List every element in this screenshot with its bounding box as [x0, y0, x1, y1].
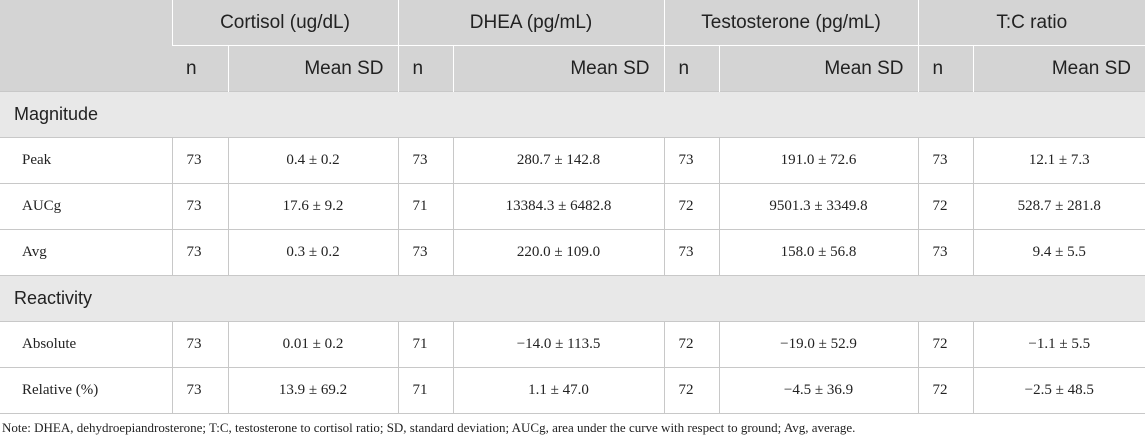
cell-mean-sd: −4.5 ± 36.9 [718, 367, 919, 414]
cell-n: 73 [663, 229, 720, 276]
section-row-reactivity: Reactivity [0, 275, 1145, 322]
cell-mean-sd: 0.4 ± 0.2 [227, 137, 399, 184]
cell-n: 73 [397, 229, 454, 276]
subheader-mean-sd: Mean SD [452, 45, 665, 92]
subheader-n: n [172, 45, 228, 92]
cell-n: 71 [397, 367, 454, 414]
cell-n: 73 [171, 321, 228, 368]
table-note: Note: DHEA, dehydroepiandrosterone; T:C,… [2, 420, 856, 435]
row-label: Avg [0, 229, 172, 276]
cell-n: 73 [171, 229, 228, 276]
header-testosterone: Testosterone (pg/mL) [663, 0, 919, 46]
cell-n: 73 [171, 137, 228, 184]
row-label: AUCg [0, 183, 172, 230]
cell-mean-sd: 1.1 ± 47.0 [452, 367, 665, 414]
header-row-sub: n Mean SD n Mean SD n Mean SD n Mean SD [0, 45, 1145, 92]
section-row-magnitude: Magnitude [0, 91, 1145, 138]
cell-mean-sd: −1.1 ± 5.5 [972, 321, 1145, 368]
subheader-mean-sd: Mean SD [718, 45, 919, 92]
cell-mean-sd: 158.0 ± 56.8 [718, 229, 919, 276]
cell-n: 72 [917, 367, 974, 414]
cell-mean-sd: 17.6 ± 9.2 [227, 183, 399, 230]
cell-n: 73 [397, 137, 454, 184]
table-row: Absolute 73 0.01 ± 0.2 71 −14.0 ± 113.5 … [0, 321, 1145, 368]
section-title: Magnitude [0, 91, 1145, 138]
row-label: Absolute [0, 321, 172, 368]
hormone-summary-table: Cortisol (ug/dL) DHEA (pg/mL) Testostero… [0, 0, 1145, 414]
cell-n: 73 [171, 183, 228, 230]
subheader-n: n [397, 45, 454, 92]
cell-n: 72 [663, 183, 720, 230]
cell-n: 72 [917, 321, 974, 368]
subheader-mean-sd: Mean SD [227, 45, 399, 92]
cell-n: 71 [397, 321, 454, 368]
subheader-mean-sd: Mean SD [972, 45, 1145, 92]
cell-mean-sd: 13.9 ± 69.2 [227, 367, 399, 414]
cell-n: 72 [663, 367, 720, 414]
table-row: Avg 73 0.3 ± 0.2 73 220.0 ± 109.0 73 158… [0, 229, 1145, 276]
cell-mean-sd: 9.4 ± 5.5 [972, 229, 1145, 276]
cell-mean-sd: 0.3 ± 0.2 [227, 229, 399, 276]
table-body: Magnitude Peak 73 0.4 ± 0.2 73 280.7 ± 1… [0, 91, 1145, 414]
cell-n: 71 [397, 183, 454, 230]
row-label: Peak [0, 137, 172, 184]
section-title: Reactivity [0, 275, 1145, 322]
cell-mean-sd: 528.7 ± 281.8 [972, 183, 1145, 230]
header-dhea: DHEA (pg/mL) [397, 0, 665, 46]
cell-mean-sd: 13384.3 ± 6482.8 [452, 183, 665, 230]
table-row: AUCg 73 17.6 ± 9.2 71 13384.3 ± 6482.8 7… [0, 183, 1145, 230]
cell-n: 73 [663, 137, 720, 184]
cell-n: 73 [917, 229, 974, 276]
cell-n: 73 [917, 137, 974, 184]
cell-mean-sd: 220.0 ± 109.0 [452, 229, 665, 276]
row-label: Relative (%) [0, 367, 172, 414]
cell-mean-sd: −14.0 ± 113.5 [452, 321, 665, 368]
subheader-n: n [663, 45, 720, 92]
cell-n: 72 [917, 183, 974, 230]
cell-mean-sd: −19.0 ± 52.9 [718, 321, 919, 368]
cell-mean-sd: 0.01 ± 0.2 [227, 321, 399, 368]
table-header: Cortisol (ug/dL) DHEA (pg/mL) Testostero… [0, 0, 1145, 92]
cell-mean-sd: 9501.3 ± 3349.8 [718, 183, 919, 230]
header-corner [0, 0, 172, 92]
cell-mean-sd: −2.5 ± 48.5 [972, 367, 1145, 414]
header-row-top: Cortisol (ug/dL) DHEA (pg/mL) Testostero… [0, 0, 1145, 92]
cell-mean-sd: 191.0 ± 72.6 [718, 137, 919, 184]
cell-mean-sd: 12.1 ± 7.3 [972, 137, 1145, 184]
table-row: Peak 73 0.4 ± 0.2 73 280.7 ± 142.8 73 19… [0, 137, 1145, 184]
cell-n: 72 [663, 321, 720, 368]
table-row: Relative (%) 73 13.9 ± 69.2 71 1.1 ± 47.… [0, 367, 1145, 414]
subheader-n: n [917, 45, 974, 92]
header-tc-ratio: T:C ratio [917, 0, 1145, 46]
cell-n: 73 [171, 367, 228, 414]
header-cortisol: Cortisol (ug/dL) [171, 0, 399, 46]
cell-mean-sd: 280.7 ± 142.8 [452, 137, 665, 184]
